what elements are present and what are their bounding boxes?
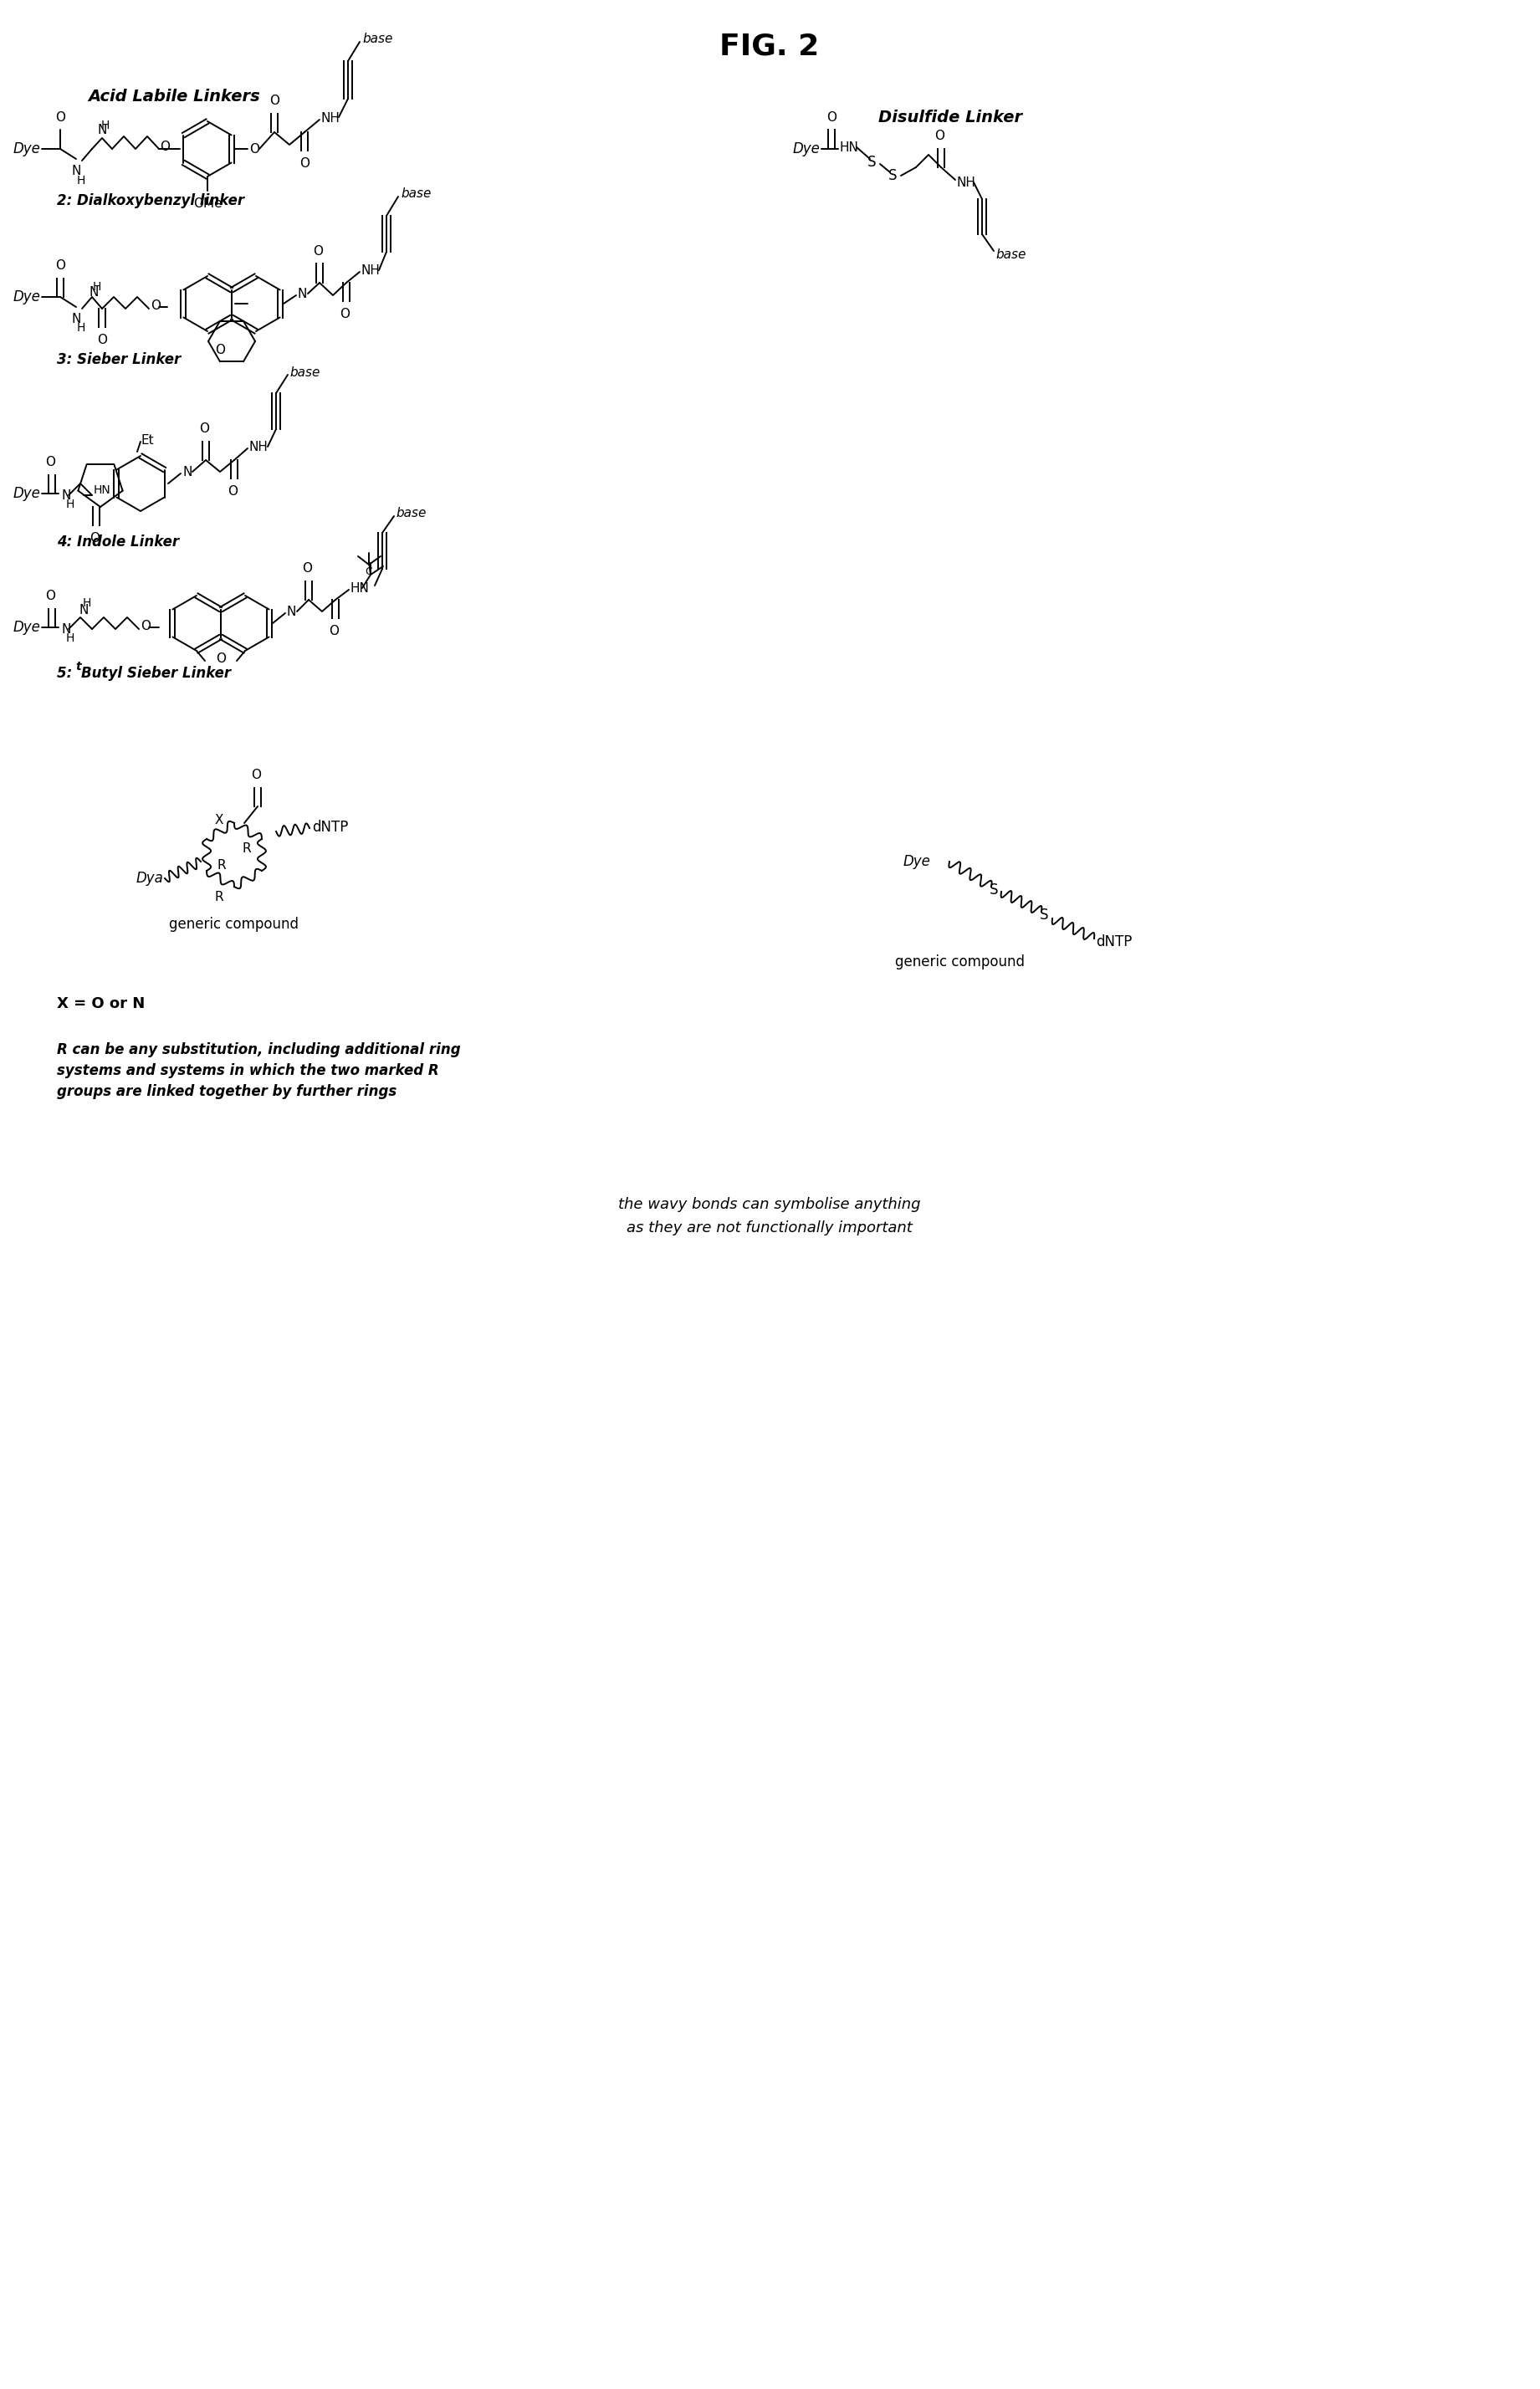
Text: O: O	[89, 533, 100, 545]
Text: HN: HN	[351, 583, 370, 595]
Text: base: base	[995, 248, 1026, 260]
Text: Dye: Dye	[904, 853, 930, 870]
Text: HN: HN	[94, 485, 111, 497]
Text: Disulfide Linker: Disulfide Linker	[878, 110, 1023, 124]
Text: O: O	[313, 246, 323, 258]
Text: S: S	[889, 167, 896, 184]
Text: Dye: Dye	[792, 141, 819, 155]
Text: N: N	[71, 313, 82, 325]
Text: N: N	[297, 287, 308, 301]
Text: N: N	[71, 165, 82, 177]
Text: S: S	[989, 882, 998, 898]
Text: 5:: 5:	[57, 667, 77, 681]
Text: H: H	[77, 323, 86, 334]
Text: 3: Sieber Linker: 3: Sieber Linker	[57, 351, 180, 368]
Text: 4: Indole Linker: 4: Indole Linker	[57, 535, 179, 549]
Text: O: O	[151, 299, 160, 311]
Text: FIG. 2: FIG. 2	[719, 31, 819, 60]
Text: Butyl Sieber Linker: Butyl Sieber Linker	[82, 667, 231, 681]
Text: O: O	[270, 96, 279, 108]
Text: base: base	[400, 186, 431, 201]
Text: OMe: OMe	[192, 198, 222, 210]
Text: groups are linked together by further rings: groups are linked together by further ri…	[57, 1085, 397, 1099]
Text: N: N	[62, 624, 71, 635]
Text: as they are not functionally important: as they are not functionally important	[627, 1221, 913, 1235]
Text: N: N	[89, 287, 99, 299]
Text: O: O	[160, 141, 169, 153]
Text: NH: NH	[362, 263, 380, 277]
Text: generic compound: generic compound	[169, 917, 299, 932]
Text: base: base	[396, 506, 427, 518]
Text: Dya: Dya	[136, 870, 163, 886]
Text: t: t	[75, 662, 80, 674]
Text: H: H	[83, 597, 91, 609]
Text: R: R	[214, 891, 223, 903]
Text: O: O	[45, 456, 55, 468]
Text: H: H	[102, 119, 109, 131]
Text: R: R	[217, 858, 226, 872]
Text: base: base	[362, 31, 393, 45]
Text: Dye: Dye	[12, 485, 40, 502]
Text: N: N	[79, 604, 88, 616]
Text: Dye: Dye	[12, 619, 40, 635]
Text: X = O or N: X = O or N	[57, 996, 145, 1011]
Text: O: O	[249, 143, 259, 155]
Text: O: O	[827, 112, 836, 124]
Text: N: N	[286, 604, 296, 619]
Text: R: R	[243, 841, 251, 855]
Text: Acid Labile Linkers: Acid Labile Linkers	[88, 88, 260, 105]
Text: Dye: Dye	[12, 289, 40, 303]
Text: Et: Et	[140, 435, 154, 447]
Text: NH: NH	[249, 440, 268, 454]
Text: C: C	[365, 566, 373, 576]
Text: systems and systems in which the two marked R: systems and systems in which the two mar…	[57, 1063, 439, 1077]
Text: O: O	[935, 129, 944, 143]
Text: N: N	[97, 124, 106, 136]
Text: base: base	[290, 366, 320, 377]
Text: NH: NH	[956, 177, 976, 189]
Text: HN: HN	[839, 141, 859, 153]
Text: H: H	[92, 282, 102, 294]
Text: O: O	[302, 561, 313, 576]
Text: O: O	[216, 652, 226, 664]
Text: N: N	[62, 490, 71, 502]
Text: S: S	[867, 155, 876, 170]
Text: O: O	[216, 344, 225, 356]
Text: O: O	[251, 769, 260, 781]
Text: NH: NH	[322, 112, 340, 124]
Text: generic compound: generic compound	[895, 956, 1024, 970]
Text: S: S	[1040, 908, 1049, 922]
Text: dNTP: dNTP	[313, 819, 348, 834]
Text: O: O	[45, 590, 55, 602]
Text: O: O	[228, 485, 237, 497]
Text: O: O	[55, 112, 65, 124]
Text: O: O	[140, 619, 151, 633]
Text: 2: Dialkoxybenzyl linker: 2: Dialkoxybenzyl linker	[57, 194, 245, 208]
Text: H: H	[66, 499, 75, 511]
Text: O: O	[340, 308, 350, 320]
Text: R can be any substitution, including additional ring: R can be any substitution, including add…	[57, 1042, 460, 1058]
Text: O: O	[97, 334, 108, 346]
Text: N: N	[182, 466, 192, 478]
Text: O: O	[55, 260, 65, 272]
Text: O: O	[328, 626, 339, 638]
Text: dNTP: dNTP	[1096, 934, 1132, 948]
Text: X: X	[214, 815, 223, 827]
Text: the wavy bonds can symbolise anything: the wavy bonds can symbolise anything	[619, 1197, 921, 1211]
Text: Dye: Dye	[12, 141, 40, 155]
Text: O: O	[299, 158, 310, 170]
Text: H: H	[66, 633, 75, 645]
Text: H: H	[77, 174, 86, 186]
Text: O: O	[199, 423, 209, 435]
